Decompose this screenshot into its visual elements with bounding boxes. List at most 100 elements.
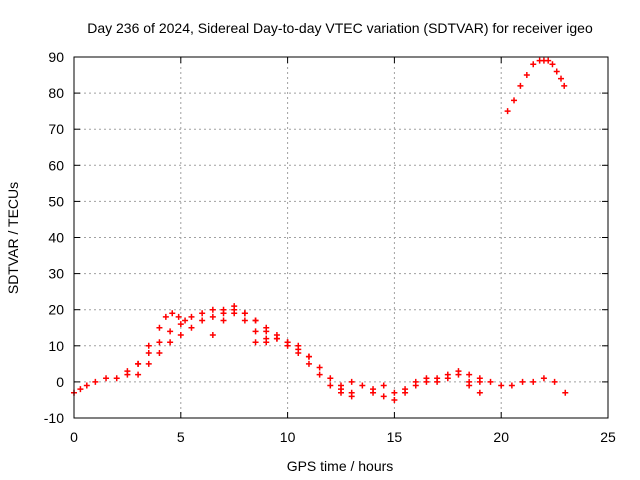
data-point — [545, 57, 552, 64]
grid-lines — [74, 57, 608, 418]
data-point — [476, 378, 483, 385]
data-point — [252, 328, 259, 335]
data-point — [540, 375, 547, 382]
data-point — [231, 310, 238, 317]
data-point — [511, 97, 518, 104]
series-6 — [338, 368, 483, 396]
series-4 — [209, 303, 355, 396]
y-tick-label: 70 — [48, 121, 64, 137]
data-point — [177, 321, 184, 328]
data-point — [103, 375, 110, 382]
data-point — [252, 317, 259, 324]
data-point — [444, 375, 451, 382]
x-tick-label: 5 — [177, 429, 185, 445]
data-point — [113, 375, 120, 382]
data-point — [135, 371, 142, 378]
data-point — [327, 382, 334, 389]
x-tick-label: 10 — [280, 429, 296, 445]
data-point — [455, 371, 462, 378]
data-point — [305, 360, 312, 367]
data-point — [316, 364, 323, 371]
data-point — [188, 324, 195, 331]
data-point — [209, 331, 216, 338]
data-point — [77, 386, 84, 393]
data-point — [412, 382, 419, 389]
data-point — [519, 378, 526, 385]
data-point — [558, 75, 565, 82]
data-point — [156, 339, 163, 346]
data-point — [348, 393, 355, 400]
data-point — [434, 378, 441, 385]
y-tick-label: 40 — [48, 230, 64, 246]
y-tick-label: 60 — [48, 157, 64, 173]
data-point — [327, 375, 334, 382]
y-tick-label: 10 — [48, 338, 64, 354]
x-tick-label: 15 — [387, 429, 403, 445]
data-point — [209, 313, 216, 320]
data-point — [241, 310, 248, 317]
data-point — [182, 317, 189, 324]
data-point — [199, 310, 206, 317]
data-point — [530, 61, 537, 68]
data-point — [135, 360, 142, 367]
series-2 — [124, 306, 312, 375]
data-point — [162, 313, 169, 320]
data-point — [498, 382, 505, 389]
data-point — [305, 353, 312, 360]
y-tick-label: 30 — [48, 266, 64, 282]
y-tick-label: 0 — [56, 374, 64, 390]
data-point — [380, 382, 387, 389]
y-tick-label: 80 — [48, 85, 64, 101]
data-point — [316, 371, 323, 378]
data-point — [549, 61, 556, 68]
data-point — [220, 310, 227, 317]
data-point — [220, 317, 227, 324]
axis-ticks: -10 0 10 20 30 40 50 60 70 80 90 0 5 10 15 20 25 — [44, 49, 616, 445]
data-point — [391, 396, 398, 403]
data-point — [167, 339, 174, 346]
data-point — [508, 382, 515, 389]
data-point — [530, 378, 537, 385]
data-point — [273, 335, 280, 342]
data-point — [391, 389, 398, 396]
data-point — [169, 310, 176, 317]
data-point — [263, 335, 270, 342]
series-8 — [466, 375, 569, 396]
data-point — [551, 378, 558, 385]
data-point — [402, 389, 409, 396]
data-point — [562, 389, 569, 396]
data-point — [295, 346, 302, 353]
data-point — [504, 108, 511, 115]
x-tick-label: 0 — [70, 429, 78, 445]
data-point — [199, 317, 206, 324]
data-point — [487, 378, 494, 385]
plot-frame — [73, 56, 609, 419]
data-point — [156, 324, 163, 331]
data-point — [124, 368, 131, 375]
data-point — [284, 339, 291, 346]
data-point — [231, 303, 238, 310]
data-point — [92, 378, 99, 385]
data-point — [523, 72, 530, 79]
data-point — [348, 378, 355, 385]
data-point — [423, 378, 430, 385]
x-tick-label: 20 — [493, 429, 509, 445]
y-axis-label: SDTVAR / TECUs — [5, 182, 21, 294]
series-1 — [71, 310, 189, 396]
data-point — [338, 382, 344, 389]
y-tick-label: 20 — [48, 302, 64, 318]
data-point — [370, 389, 377, 396]
chart-title: Day 236 of 2024, Sidereal Day-to-day VTE… — [87, 20, 593, 36]
series-5 — [252, 335, 355, 400]
data-point — [263, 328, 270, 335]
x-tick-label: 25 — [600, 429, 616, 445]
data-point — [209, 306, 216, 313]
data-point — [241, 317, 248, 324]
data-point — [83, 382, 90, 389]
data-point — [145, 350, 152, 357]
data-point — [553, 68, 560, 75]
data-point — [517, 82, 524, 89]
series-3 — [135, 310, 270, 378]
data-point — [175, 313, 182, 320]
